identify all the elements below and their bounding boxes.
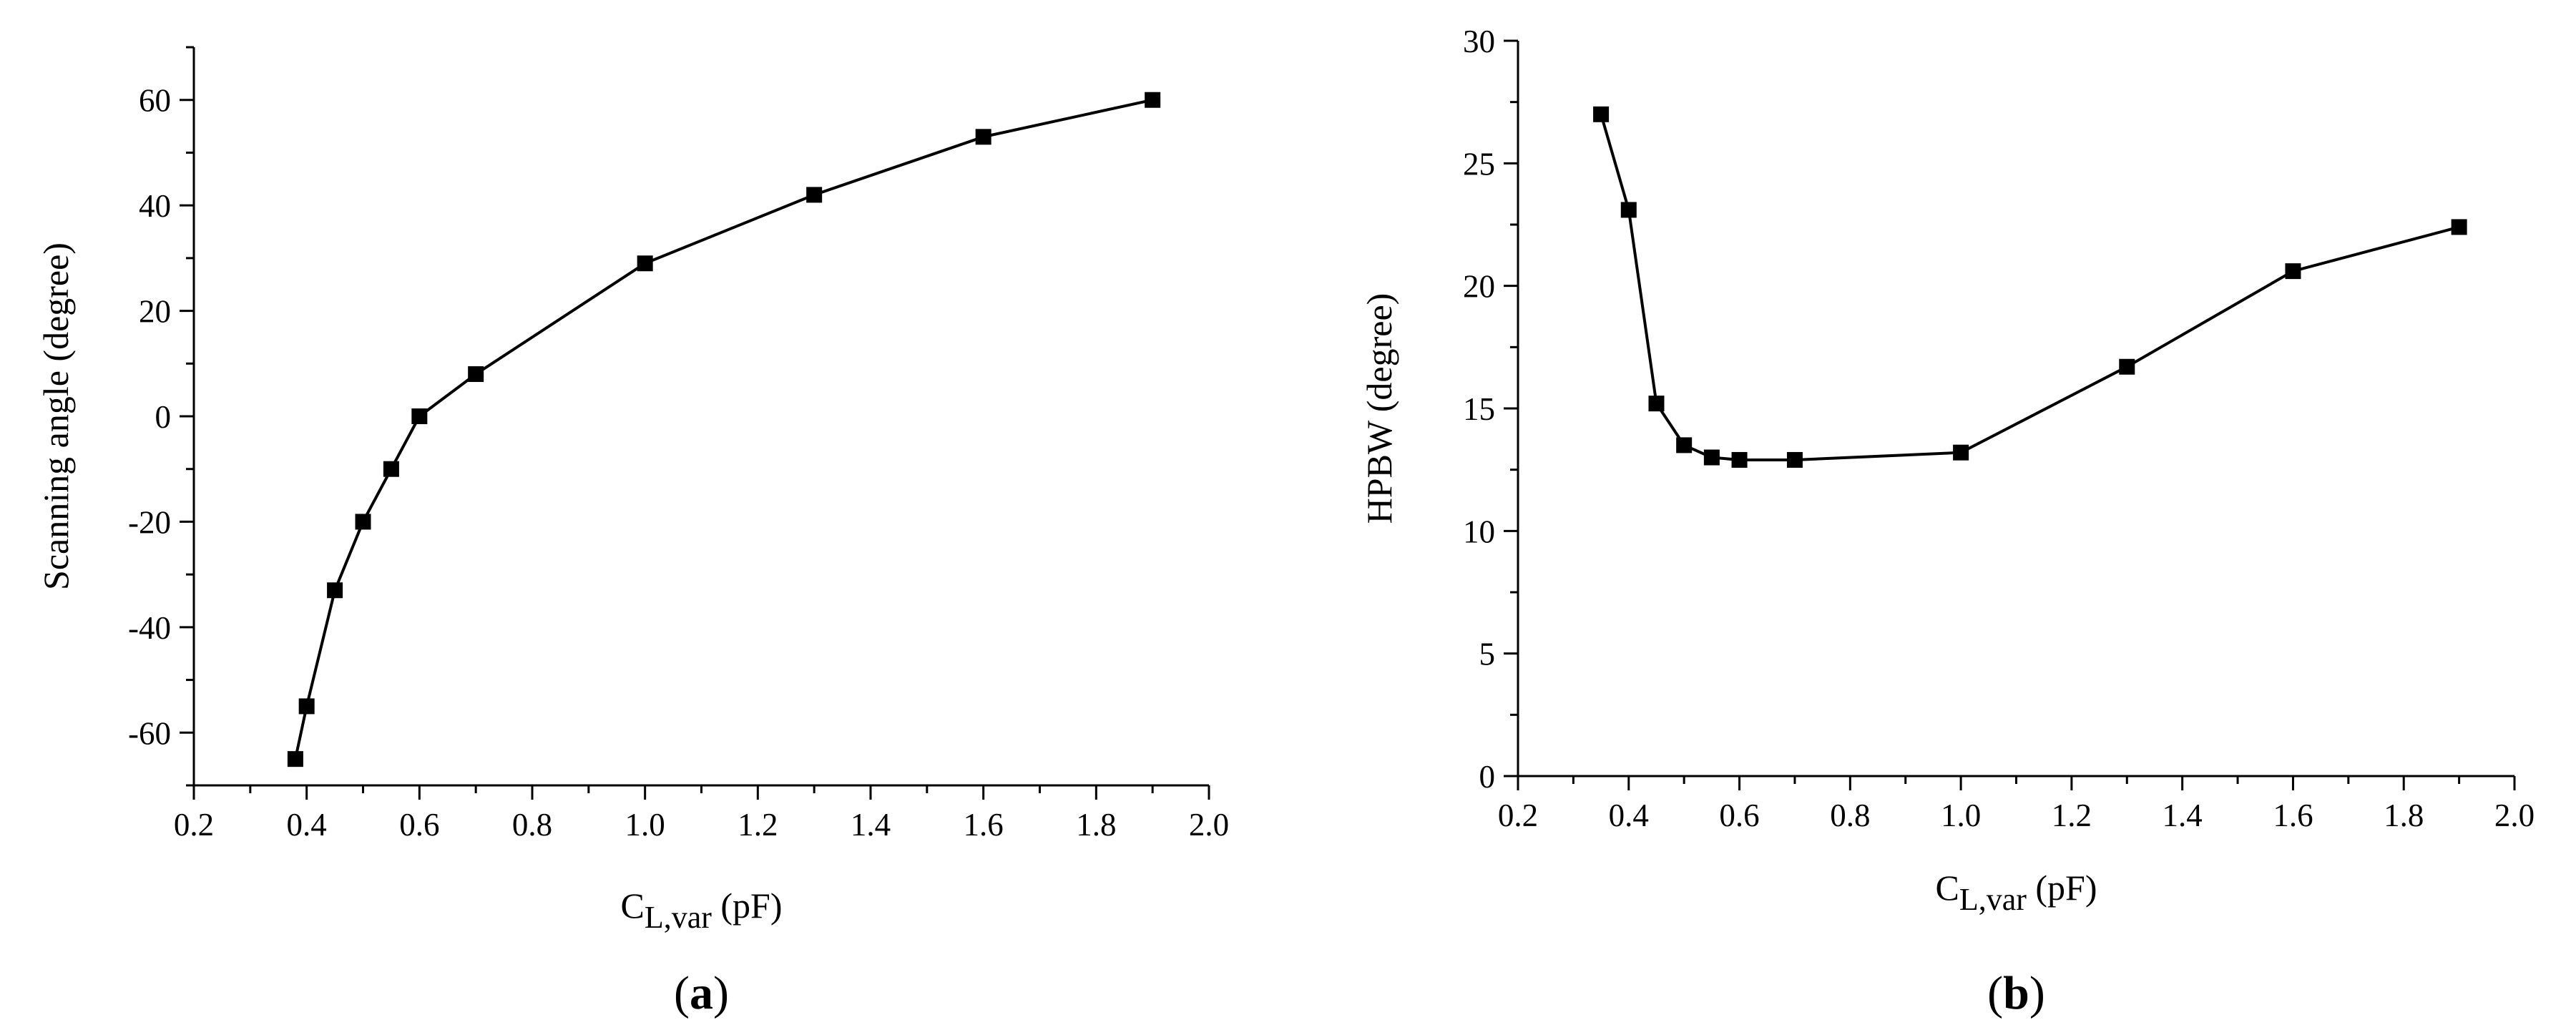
x-tick-label: 0.8: [512, 807, 552, 843]
data-point: [2119, 358, 2135, 375]
y-tick-label: 30: [1463, 24, 1495, 59]
x-tick-label: 0.4: [1609, 798, 1649, 833]
x-axis-title-main: C: [1935, 868, 1959, 908]
panel-label: (a): [674, 967, 729, 1019]
data-point: [1953, 444, 1969, 461]
chart-panel-a: 0.2 0.4 0.6 0.8 1.0 1.2 1.4 1.6 1.8 2.0 -60 -40 -20 0…: [36, 46, 1229, 1019]
data-point: [1676, 437, 1693, 453]
x-axis-title: CL,var (pF): [1935, 868, 2097, 917]
x-axis-title-main: C: [620, 886, 644, 926]
x-tick-label: 2.0: [2494, 798, 2535, 833]
x-axis-title-unit: (pF): [2027, 868, 2097, 908]
x-tick-label: 0.2: [174, 807, 214, 843]
panel-label: (b): [1987, 967, 2045, 1019]
x-axis-title-subscript: L,var: [1959, 882, 2027, 917]
x-tick-label: 1.2: [738, 807, 778, 843]
data-point: [1145, 92, 1161, 108]
data-point: [2285, 263, 2301, 280]
x-tick-label: 1.0: [1941, 798, 1981, 833]
x-tick-label: 1.8: [1076, 807, 1116, 843]
data-point: [975, 129, 991, 145]
data-point: [1786, 451, 1803, 468]
panel-letter: b: [2003, 967, 2029, 1019]
data-point: [468, 366, 484, 383]
data-point: [1593, 106, 1610, 122]
x-axis-title-subscript: L,var: [645, 900, 712, 935]
x-tick-label: 0.8: [1830, 798, 1870, 833]
x-tick-label: 1.6: [964, 807, 1004, 843]
data-point: [1648, 396, 1665, 412]
data-point: [637, 255, 653, 272]
data-point: [355, 514, 371, 530]
data-point: [383, 461, 399, 477]
x-tick-label: 2.0: [1189, 807, 1229, 843]
data-point: [298, 698, 315, 715]
data-point: [1731, 451, 1748, 468]
x-tick-label: 1.8: [2384, 798, 2424, 833]
x-axis-title: CL,var (pF): [620, 886, 782, 935]
y-tick-label: -40: [128, 610, 171, 646]
y-axis-title: HPBW (degree): [1359, 293, 1399, 524]
x-tick-label: 1.0: [625, 807, 665, 843]
panel-letter: a: [690, 967, 713, 1019]
y-tick-label: 0: [155, 399, 172, 435]
y-tick-label: 0: [1479, 759, 1496, 795]
y-tick-label: 20: [139, 294, 171, 330]
y-tick-label: -60: [128, 715, 171, 751]
series-line: [1600, 114, 2460, 461]
y-axis-title: Scanning angle (degree): [36, 242, 76, 590]
y-tick-label: -20: [128, 504, 171, 540]
x-tick-label: 1.4: [851, 807, 891, 843]
y-tick-label: 25: [1463, 146, 1495, 182]
data-point: [411, 408, 428, 424]
y-tick-label: 40: [139, 188, 171, 224]
x-tick-label: 1.6: [2273, 798, 2313, 833]
data-point: [287, 751, 303, 767]
data-point: [806, 187, 823, 203]
x-tick-label: 0.4: [287, 807, 327, 843]
series-line: [293, 98, 1153, 760]
data-point: [2451, 219, 2467, 235]
y-tick-label: 15: [1463, 391, 1495, 427]
x-tick-label: 0.2: [1498, 798, 1538, 833]
x-axis-title-unit: (pF): [712, 886, 783, 926]
data-point: [1620, 202, 1637, 218]
x-tick-label: 0.6: [399, 807, 439, 843]
x-tick-label: 0.6: [1719, 798, 1759, 833]
y-tick-label: 60: [139, 83, 171, 119]
data-point: [1703, 449, 1720, 466]
data-point: [327, 582, 343, 599]
chart-panel-b: 0.2 0.4 0.6 0.8 1.0 1.2 1.4 1.6 1.8 2.0 0 5 10 15 20 25…: [1359, 24, 2535, 1019]
x-tick-label: 1.2: [2052, 798, 2092, 833]
y-tick-label: 10: [1463, 514, 1495, 549]
y-tick-label: 20: [1463, 269, 1495, 305]
x-tick-label: 1.4: [2163, 798, 2203, 833]
y-tick-label: 5: [1479, 637, 1496, 672]
